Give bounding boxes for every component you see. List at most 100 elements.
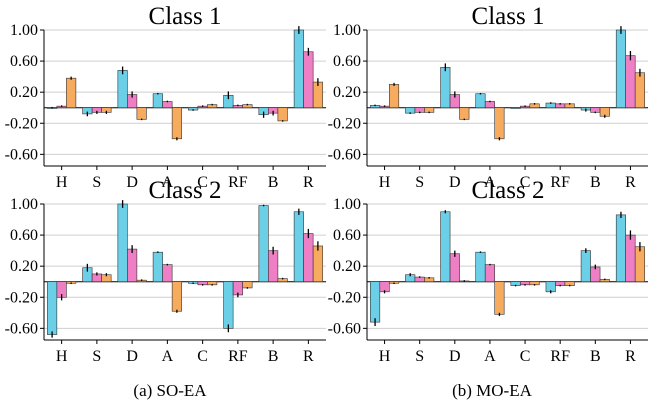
x-tick-label: B xyxy=(590,348,601,365)
x-tick-label: H xyxy=(56,348,68,365)
x-tick-label: C xyxy=(197,174,208,191)
y-tick-label: 0.60 xyxy=(10,53,38,70)
x-tick-label: RF xyxy=(550,174,570,191)
bar xyxy=(293,29,304,109)
bar xyxy=(127,248,138,283)
bar xyxy=(117,203,128,283)
bar xyxy=(312,245,323,283)
bar xyxy=(268,250,279,283)
y-tick-label: 0.20 xyxy=(333,84,361,101)
chart-so-ea-class1: Class 1 1.00 0.60 0.20 -0.20 -0.60 H S D A C RF B R xyxy=(5,3,326,191)
x-tick-label: B xyxy=(590,174,601,191)
y-tick-label: 0.20 xyxy=(333,258,361,275)
bar xyxy=(625,234,636,283)
bar xyxy=(580,250,591,283)
panel-title: Class 2 xyxy=(472,177,545,204)
y-tick-label: 0.20 xyxy=(10,84,38,101)
y-tick-label: 1.00 xyxy=(10,196,38,213)
x-tick-label: RF xyxy=(550,348,570,365)
bar xyxy=(171,281,182,312)
chart-mo-ea-class2: Class 2 1.00 0.60 0.20 -0.20 -0.60 H S D A C RF B R xyxy=(328,177,648,365)
y-tick-label: 1.00 xyxy=(333,22,361,39)
caption-mo-ea: (b) MO-EA xyxy=(452,381,533,400)
x-tick-label: A xyxy=(162,174,174,191)
bar xyxy=(242,281,253,289)
x-tick-label: S xyxy=(92,348,101,365)
bar xyxy=(117,70,128,109)
bar xyxy=(162,264,173,283)
y-tick-label: -0.20 xyxy=(328,289,361,306)
bar xyxy=(475,93,486,109)
bar xyxy=(277,107,288,122)
y-tick-label: -0.60 xyxy=(328,146,361,163)
panel-title: Class 1 xyxy=(472,3,545,30)
bar xyxy=(440,67,451,109)
x-tick-label: S xyxy=(415,348,424,365)
x-tick-label: R xyxy=(303,174,314,191)
y-tick-label: -0.60 xyxy=(5,320,38,337)
bar xyxy=(152,93,163,109)
x-tick-label: A xyxy=(162,348,174,365)
x-tick-label: S xyxy=(415,174,424,191)
x-tick-label: D xyxy=(126,348,138,365)
bar xyxy=(293,211,304,283)
x-tick-label: H xyxy=(56,174,68,191)
y-tick-label: -0.20 xyxy=(5,289,38,306)
bar xyxy=(162,101,173,109)
y-tick-label: 0.60 xyxy=(333,227,361,244)
bar xyxy=(494,281,505,315)
bar xyxy=(47,281,58,335)
x-tick-label: RF xyxy=(228,174,248,191)
bar xyxy=(475,251,486,283)
bar xyxy=(440,211,451,283)
y-tick-label: -0.20 xyxy=(328,115,361,132)
bar xyxy=(370,281,381,323)
x-tick-label: B xyxy=(268,174,279,191)
bar xyxy=(389,84,400,109)
y-tick-label: -0.60 xyxy=(328,320,361,337)
bar xyxy=(634,246,645,283)
bar xyxy=(615,29,626,109)
bar xyxy=(449,253,460,283)
chart-mo-ea-class1: Class 1 1.00 0.60 0.20 -0.20 -0.60 H S D A C RF B R xyxy=(328,3,648,191)
x-tick-label: C xyxy=(520,348,531,365)
x-tick-label: D xyxy=(449,174,461,191)
bar xyxy=(634,72,645,109)
x-tick-label: D xyxy=(449,348,461,365)
y-tick-label: 1.00 xyxy=(333,196,361,213)
bar xyxy=(484,101,495,109)
bar xyxy=(152,251,163,283)
bar xyxy=(136,107,147,120)
x-tick-label: H xyxy=(379,174,391,191)
x-tick-label: D xyxy=(126,174,138,191)
chart-so-ea-class2: Class 2 1.00 0.60 0.20 -0.20 -0.60 H S D A C RF B R xyxy=(5,177,326,365)
x-tick-label: A xyxy=(484,174,496,191)
panel-title: Class 1 xyxy=(149,3,222,30)
x-tick-label: A xyxy=(484,348,496,365)
panel-title: Class 2 xyxy=(149,177,222,204)
x-tick-label: RF xyxy=(228,348,248,365)
bar xyxy=(223,281,234,329)
x-tick-label: R xyxy=(625,174,636,191)
bar xyxy=(303,233,314,283)
bar xyxy=(484,264,495,283)
bar xyxy=(258,205,269,283)
x-tick-label: R xyxy=(303,348,314,365)
y-tick-label: 0.20 xyxy=(10,258,38,275)
y-tick-label: 0.60 xyxy=(333,53,361,70)
y-tick-label: 1.00 xyxy=(10,22,38,39)
y-tick-label: 0.60 xyxy=(10,227,38,244)
x-tick-label: H xyxy=(379,348,391,365)
bar xyxy=(510,107,521,109)
x-tick-label: C xyxy=(197,348,208,365)
caption-so-ea: (a) SO-EA xyxy=(133,381,207,400)
y-tick-label: -0.60 xyxy=(5,146,38,163)
bar xyxy=(303,51,314,109)
bar xyxy=(494,107,505,140)
x-tick-label: B xyxy=(268,348,279,365)
bar xyxy=(459,107,470,120)
x-tick-label: R xyxy=(625,348,636,365)
bar xyxy=(405,107,416,114)
y-tick-label: -0.20 xyxy=(5,115,38,132)
